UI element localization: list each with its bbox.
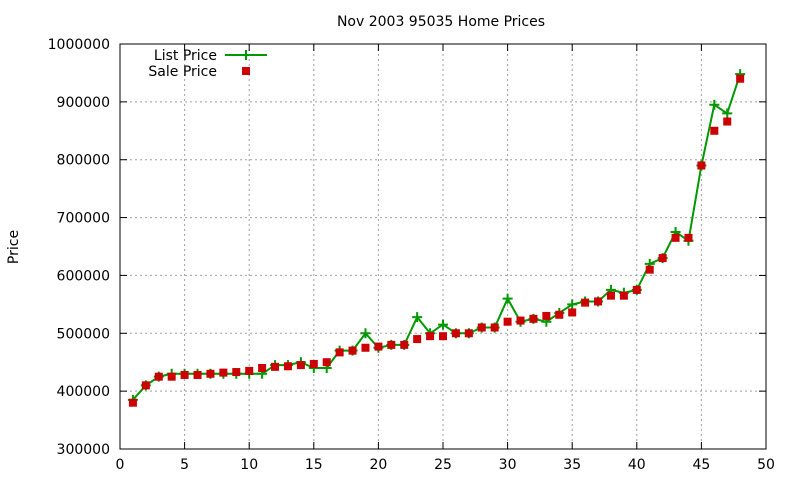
- legend-marker-sale-price: [242, 67, 250, 75]
- y-tick-label: 800000: [57, 153, 110, 169]
- sale-price-point: [658, 254, 667, 263]
- sale-price-point: [232, 368, 241, 377]
- sale-price-point: [400, 340, 409, 349]
- sale-price-point: [180, 370, 189, 379]
- sale-price-point: [542, 311, 551, 320]
- legend-label-sale-price: Sale Price: [148, 64, 217, 80]
- sale-price-point: [490, 323, 499, 332]
- sale-price-point: [736, 74, 745, 83]
- sale-price-point: [387, 340, 396, 349]
- sale-price-point: [581, 298, 590, 307]
- x-tick-label: 30: [499, 457, 517, 473]
- sale-price-point: [723, 117, 732, 126]
- sale-price-point: [451, 329, 460, 338]
- chart-title: Nov 2003 95035 Home Prices: [337, 14, 545, 30]
- sale-price-point: [141, 381, 150, 390]
- sale-price-point: [374, 342, 383, 351]
- y-tick-label: 600000: [57, 268, 110, 284]
- sale-price-point: [606, 291, 615, 300]
- sale-price-point: [258, 364, 267, 372]
- x-tick-label: 5: [180, 457, 189, 473]
- sale-price-point: [154, 372, 163, 381]
- sale-price-point: [477, 323, 486, 332]
- list-price-point: [360, 328, 371, 339]
- legend-marker-list-price: [241, 50, 251, 60]
- sale-price-point: [167, 372, 176, 381]
- list-price-line: [132, 73, 742, 401]
- sale-price-point: [697, 161, 706, 170]
- sale-price-point: [464, 329, 473, 338]
- sale-price-point: [361, 343, 370, 352]
- sale-price-point: [710, 126, 719, 135]
- sale-price-point: [309, 359, 318, 368]
- list-price-point: [502, 293, 513, 304]
- list-price-point: [412, 312, 423, 323]
- x-tick-label: 40: [628, 457, 646, 473]
- sale-price-point: [271, 362, 280, 371]
- list-price-point: [709, 99, 720, 110]
- x-tick-label: 25: [434, 457, 452, 473]
- sale-price-point: [555, 310, 564, 319]
- y-axis-label: Price: [6, 230, 22, 264]
- x-tick-label: 15: [305, 457, 323, 473]
- tick-labels: 300000 400000 500000 600000 700000 800000 9000…: [48, 37, 775, 473]
- x-tick-label: 35: [563, 457, 581, 473]
- sale-price-point: [296, 361, 305, 370]
- x-tick-label: 20: [369, 457, 387, 473]
- sale-price-point: [516, 316, 525, 325]
- sale-price-point: [193, 370, 202, 379]
- x-tick-label: 10: [240, 457, 258, 473]
- sale-price-point: [503, 317, 512, 326]
- sale-price-point: [594, 297, 603, 306]
- sale-price-point: [245, 366, 254, 375]
- y-tick-label: 900000: [57, 95, 110, 111]
- y-tick-label: 1000000: [48, 37, 110, 53]
- sale-price-point: [128, 398, 137, 407]
- sale-price-point: [322, 358, 331, 367]
- x-tick-label: 45: [692, 457, 710, 473]
- sale-price-point: [619, 291, 628, 300]
- list-price-point: [722, 108, 733, 119]
- y-tick-label: 500000: [57, 326, 110, 342]
- legend-label-list-price: List Price: [154, 48, 217, 64]
- sale-price-point: [283, 362, 292, 371]
- sale-price-point: [529, 314, 538, 323]
- sale-price-point: [413, 335, 422, 344]
- list-price-point: [567, 299, 578, 310]
- sale-price-point: [348, 346, 357, 355]
- y-tick-label: 300000: [57, 442, 110, 458]
- sale-price-point: [335, 348, 344, 357]
- sale-price-point: [671, 233, 680, 242]
- series: [127, 69, 746, 407]
- y-tick-label: 400000: [57, 384, 110, 400]
- sale-price-point: [632, 285, 641, 294]
- sale-price-point: [568, 308, 577, 317]
- plot-frame: [119, 43, 767, 450]
- sale-price-point: [219, 368, 228, 377]
- list-price-point: [438, 319, 448, 330]
- sale-price-point: [684, 233, 693, 242]
- sale-price-point: [645, 265, 654, 274]
- x-tick-label: 50: [757, 457, 775, 473]
- sale-price-point: [439, 332, 447, 341]
- sale-price-point: [206, 369, 215, 378]
- x-tick-label: 0: [116, 457, 125, 473]
- y-tick-label: 700000: [57, 211, 110, 227]
- sale-price-point: [426, 332, 435, 341]
